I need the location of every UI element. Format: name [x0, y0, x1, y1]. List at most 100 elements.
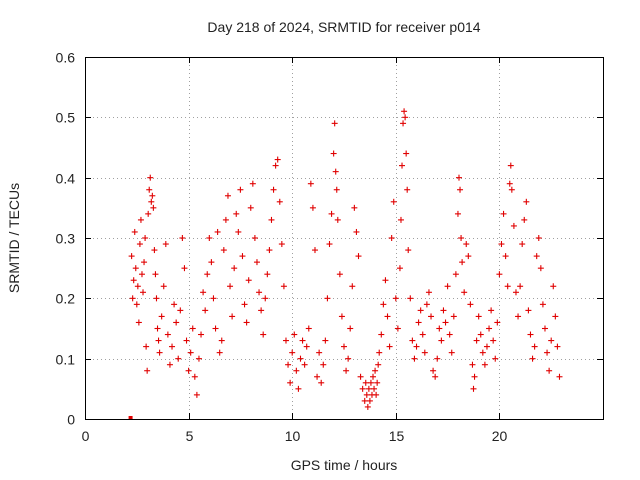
data-point — [537, 265, 544, 272]
data-point — [481, 361, 488, 368]
data-point — [293, 367, 300, 374]
data-point — [295, 385, 302, 392]
data-point — [413, 343, 420, 350]
data-point — [208, 259, 215, 266]
data-point — [144, 367, 151, 374]
data-point — [141, 259, 148, 266]
data-point — [303, 343, 310, 350]
data-point — [289, 349, 296, 356]
x-tick-label: 15 — [389, 428, 405, 444]
data-point — [454, 210, 461, 217]
data-point — [378, 331, 385, 338]
data-point — [200, 289, 207, 296]
data-point — [291, 331, 298, 338]
data-point — [142, 235, 149, 241]
data-point — [185, 367, 192, 374]
data-point — [270, 186, 277, 193]
data-point — [488, 307, 495, 314]
data-point — [169, 343, 176, 350]
data-point — [486, 325, 493, 332]
data-point — [498, 241, 505, 248]
grid — [85, 57, 603, 419]
data-point — [268, 216, 275, 223]
data-point — [280, 283, 287, 290]
data-point — [409, 337, 416, 344]
data-point — [359, 385, 366, 392]
data-point — [147, 174, 154, 181]
x-tick-label: 20 — [492, 428, 508, 444]
data-point — [264, 271, 271, 278]
data-point — [143, 343, 150, 350]
data-point — [380, 301, 387, 308]
data-point — [198, 331, 205, 338]
data-point — [357, 373, 364, 380]
x-tick-label: 10 — [285, 428, 301, 444]
data-point — [510, 222, 517, 229]
data-point — [183, 337, 190, 344]
data-point — [162, 241, 169, 248]
data-point — [152, 271, 159, 278]
data-point — [523, 198, 530, 205]
data-point — [336, 271, 343, 278]
data-point — [519, 241, 526, 248]
data-point — [285, 361, 292, 368]
data-point — [243, 319, 250, 326]
data-point — [475, 313, 482, 320]
data-point — [432, 373, 439, 380]
data-point — [220, 247, 227, 254]
data-point — [461, 289, 468, 296]
data-point — [483, 343, 490, 350]
data-point — [227, 283, 234, 290]
data-point — [309, 204, 316, 211]
data-point — [258, 307, 265, 314]
data-point — [525, 307, 532, 314]
data-point — [521, 216, 528, 223]
data-point — [428, 313, 435, 320]
data-point — [392, 295, 399, 302]
data-point — [382, 277, 389, 284]
data-point — [222, 216, 229, 223]
data-point — [175, 355, 182, 362]
data-point — [366, 397, 373, 404]
data-point — [129, 295, 136, 302]
data-point — [552, 313, 559, 320]
data-point — [276, 198, 283, 205]
data-point — [322, 337, 329, 344]
data-point — [365, 385, 372, 392]
data-point — [204, 271, 211, 278]
data-point — [556, 373, 563, 380]
data-point — [411, 355, 418, 362]
data-point — [515, 313, 522, 320]
data-point — [330, 150, 337, 157]
data-point — [362, 379, 369, 386]
data-point — [326, 241, 333, 248]
y-axis-label: SRMTID / TECUs — [6, 183, 22, 293]
data-point — [548, 337, 555, 344]
data-point — [384, 313, 391, 320]
data-point — [140, 289, 147, 296]
data-point — [338, 313, 345, 320]
data-point — [253, 259, 260, 266]
data-point — [417, 307, 424, 314]
data-point — [301, 361, 308, 368]
y-tick-label: 0.1 — [56, 352, 76, 368]
data-point — [376, 349, 383, 356]
data-point — [351, 204, 358, 211]
data-point — [361, 397, 368, 404]
data-point — [214, 228, 221, 235]
data-point — [353, 228, 360, 235]
x-tick-label: 0 — [82, 428, 90, 444]
data-point — [191, 373, 198, 380]
data-point — [507, 162, 514, 169]
data-point — [386, 343, 393, 350]
data-point — [241, 301, 248, 308]
data-point — [397, 216, 404, 223]
data-point — [400, 120, 407, 127]
data-point — [333, 186, 340, 193]
data-point — [155, 337, 162, 344]
data-point — [419, 331, 426, 338]
data-point — [436, 325, 443, 332]
data-point — [554, 343, 561, 350]
data-point — [260, 331, 267, 338]
